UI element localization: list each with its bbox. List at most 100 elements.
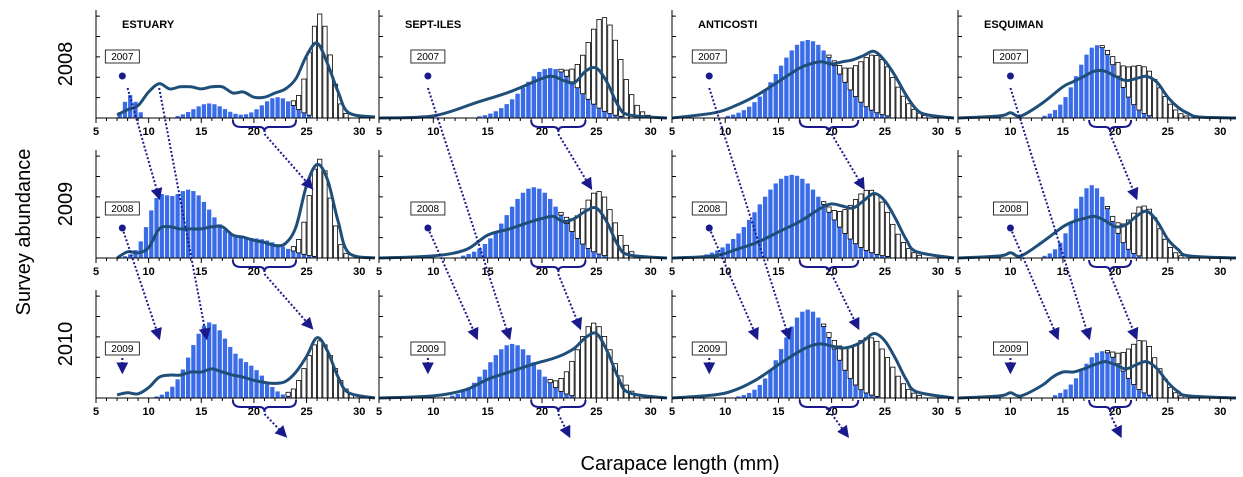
year-label-2010: 2010 <box>55 322 77 367</box>
bar-adult <box>296 380 302 399</box>
bar-juvenile <box>254 109 259 118</box>
bar-juvenile <box>575 238 580 258</box>
x-tick-label: 20 <box>536 126 548 138</box>
bar-juvenile <box>569 231 575 258</box>
bar-juvenile <box>1100 196 1105 258</box>
bar-juvenile <box>547 198 553 258</box>
bar-juvenile <box>531 362 537 398</box>
bar-juvenile <box>762 89 768 118</box>
bar-juvenile <box>264 101 270 118</box>
x-tick-label: 15 <box>772 406 784 418</box>
bar-adult <box>1141 205 1147 259</box>
cohort-arrow <box>263 273 314 330</box>
cohort-label: 2009 <box>417 344 440 355</box>
bar-juvenile <box>869 110 874 118</box>
bar-juvenile <box>526 355 531 398</box>
bar-adult <box>1104 205 1111 210</box>
bar-juvenile <box>291 105 296 118</box>
bar-juvenile <box>1131 104 1136 118</box>
bar-juvenile <box>1131 253 1136 258</box>
cohort-arrow <box>158 87 211 341</box>
bar-juvenile <box>1079 371 1084 398</box>
x-tick-label: 20 <box>536 406 548 418</box>
bar-adult <box>317 158 323 259</box>
cohort-arrow <box>126 87 163 201</box>
bar-adult <box>569 68 575 83</box>
x-tick-label: 5 <box>376 406 382 418</box>
bar-juvenile <box>585 99 591 118</box>
bar-juvenile <box>1068 384 1073 398</box>
bar-juvenile <box>736 396 741 398</box>
bar-adult <box>1173 392 1179 399</box>
cohort-arrows-layer <box>121 87 1139 439</box>
bar-juvenile <box>731 114 736 118</box>
x-tick-label: 30 <box>353 126 365 138</box>
bar-adult <box>895 86 901 119</box>
cohort-arrow <box>1009 227 1060 341</box>
panel-estuary-2010: 5 10 15 20 25 30 2009 <box>93 290 376 418</box>
x-tick-label: 10 <box>719 126 731 138</box>
bar-juvenile <box>1052 110 1058 118</box>
bar-juvenile <box>1136 255 1142 258</box>
bar-adult <box>837 345 843 361</box>
panel-esquiman-2010: 5 10 15 20 25 30 2009 <box>955 290 1237 418</box>
bar-juvenile <box>280 394 286 398</box>
bar-juvenile <box>138 112 143 118</box>
panel-estuary-2009: 5 10 15 20 25 30 2008 <box>93 150 376 278</box>
bar-juvenile <box>482 369 488 398</box>
bar-juvenile <box>885 115 890 118</box>
bar-juvenile <box>741 110 746 118</box>
bar-juvenile <box>312 256 317 258</box>
bar-juvenile <box>1058 242 1063 258</box>
bar-adult <box>1152 79 1158 119</box>
bar-adult <box>558 68 564 73</box>
bar-juvenile <box>805 183 810 258</box>
bar-juvenile <box>591 104 596 118</box>
cohort-label: 2007 <box>417 52 440 63</box>
bar-juvenile <box>789 326 794 398</box>
bar-adult <box>826 332 832 338</box>
bar-juvenile <box>885 256 890 258</box>
x-tick-label: 30 <box>932 266 944 278</box>
x-tick-label: 15 <box>482 126 494 138</box>
bar-adult <box>552 380 559 389</box>
bar-adult <box>906 103 912 119</box>
bar-adult <box>547 379 553 384</box>
bar-juvenile <box>869 252 874 258</box>
bar-juvenile <box>1084 188 1089 258</box>
bar-juvenile <box>504 104 509 118</box>
bar-juvenile <box>768 370 773 398</box>
bar-juvenile <box>821 50 826 118</box>
x-tick-label: 10 <box>143 266 155 278</box>
bar-juvenile <box>482 115 488 118</box>
bar-juvenile <box>1068 221 1073 258</box>
bar-juvenile <box>773 183 778 258</box>
bar-juvenile <box>553 387 558 398</box>
cohort-label: 2008 <box>999 204 1022 215</box>
panels-layer: ESTUARY SEPT-ILES ANTICOSTI ESQUIMAN 2008 200… <box>55 10 1237 418</box>
bar-juvenile <box>585 248 591 258</box>
bar-juvenile <box>222 229 228 258</box>
bar-adult <box>1110 56 1116 66</box>
x-tick-label: 10 <box>719 266 731 278</box>
cohort-label-box <box>410 201 446 216</box>
bar-adult <box>290 100 296 106</box>
x-tick-label: 30 <box>1214 126 1226 138</box>
bar-adult <box>858 61 864 103</box>
bar-juvenile <box>1115 363 1121 398</box>
bar-adult <box>868 337 875 396</box>
brace <box>231 399 298 413</box>
cohort-arrow <box>1109 133 1139 201</box>
bar-adult <box>837 65 843 75</box>
bar-adult <box>311 168 317 257</box>
bar-juvenile <box>196 106 201 118</box>
bar-adult <box>612 39 618 116</box>
bar-juvenile <box>228 346 233 398</box>
bar-juvenile <box>553 206 558 258</box>
bar-juvenile <box>558 71 564 118</box>
cohort-arrow-exit <box>830 413 849 438</box>
bar-juvenile <box>826 57 832 118</box>
x-tick-label: 20 <box>248 266 260 278</box>
bar-juvenile <box>1094 45 1100 119</box>
